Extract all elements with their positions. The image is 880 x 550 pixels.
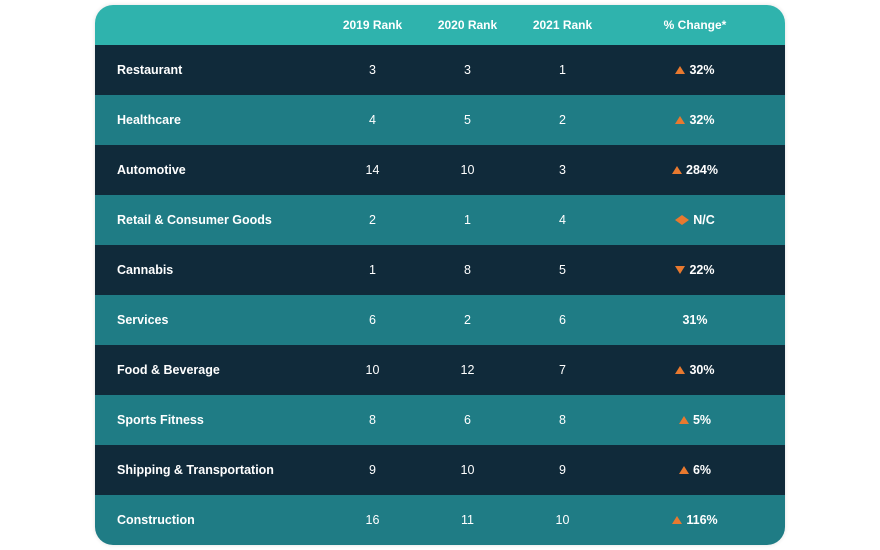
cell-change: 32%	[610, 63, 780, 77]
table-body: Restaurant33132%Healthcare45232%Automoti…	[95, 45, 785, 545]
table-row: Cannabis185 22%	[95, 245, 785, 295]
cell-2020-rank: 8	[420, 263, 515, 277]
cell-2020-rank: 2	[420, 313, 515, 327]
cell-2020-rank: 10	[420, 463, 515, 477]
cell-2019-rank: 14	[325, 163, 420, 177]
change-value: 30%	[689, 363, 714, 377]
arrow-up-icon	[675, 116, 685, 124]
cell-change: 284%	[610, 163, 780, 177]
cell-category: Cannabis	[95, 263, 325, 277]
change-wrap: 22%	[665, 263, 725, 277]
arrow-down-icon	[675, 266, 685, 274]
table-row: Sports Fitness8685%	[95, 395, 785, 445]
table-row: Services62631%	[95, 295, 785, 345]
cell-2019-rank: 10	[325, 363, 420, 377]
cell-2021-rank: 1	[515, 63, 610, 77]
change-wrap: N/C	[665, 213, 725, 227]
cell-2020-rank: 11	[420, 513, 515, 527]
cell-2020-rank: 3	[420, 63, 515, 77]
cell-2020-rank: 5	[420, 113, 515, 127]
cell-2019-rank: 16	[325, 513, 420, 527]
change-value: 116%	[686, 513, 717, 527]
table-row: Restaurant33132%	[95, 45, 785, 95]
arrow-up-icon	[679, 466, 689, 474]
cell-category: Retail & Consumer Goods	[95, 213, 325, 227]
change-wrap: 32%	[665, 113, 725, 127]
change-value: 284%	[686, 163, 718, 177]
change-wrap: 116%	[665, 513, 725, 527]
cell-2019-rank: 1	[325, 263, 420, 277]
cell-change: N/C	[610, 213, 780, 228]
cell-2021-rank: 3	[515, 163, 610, 177]
cell-2019-rank: 2	[325, 213, 420, 227]
cell-category: Restaurant	[95, 63, 325, 77]
header-2019: 2019 Rank	[325, 18, 420, 32]
cell-2021-rank: 4	[515, 213, 610, 227]
cell-2021-rank: 7	[515, 363, 610, 377]
change-value: 32%	[689, 113, 714, 127]
cell-change: 31%	[610, 313, 780, 327]
table-row: Construction161110 116%	[95, 495, 785, 545]
header-2021: 2021 Rank	[515, 18, 610, 32]
cell-change: 5%	[610, 413, 780, 427]
rank-table: 2019 Rank 2020 Rank 2021 Rank % Change* …	[95, 5, 785, 545]
arrow-up-icon	[675, 66, 685, 74]
cell-2021-rank: 2	[515, 113, 610, 127]
cell-2020-rank: 6	[420, 413, 515, 427]
arrow-up-icon	[679, 416, 689, 424]
cell-category: Services	[95, 313, 325, 327]
cell-change: 30%	[610, 363, 780, 377]
cell-2021-rank: 10	[515, 513, 610, 527]
cell-category: Food & Beverage	[95, 363, 325, 377]
table-header-row: 2019 Rank 2020 Rank 2021 Rank % Change*	[95, 5, 785, 45]
change-value: 22%	[689, 263, 714, 277]
change-wrap: 5%	[665, 413, 725, 427]
change-value: N/C	[693, 213, 715, 227]
cell-2021-rank: 8	[515, 413, 610, 427]
cell-2019-rank: 4	[325, 113, 420, 127]
cell-2021-rank: 6	[515, 313, 610, 327]
cell-change: 116%	[610, 513, 780, 527]
change-wrap: 32%	[665, 63, 725, 77]
change-value: 5%	[693, 413, 711, 427]
cell-2019-rank: 9	[325, 463, 420, 477]
table-row: Automotive14103 284%	[95, 145, 785, 195]
arrow-up-icon	[672, 516, 682, 524]
cell-change: 6%	[610, 463, 780, 477]
cell-2021-rank: 5	[515, 263, 610, 277]
cell-2020-rank: 10	[420, 163, 515, 177]
cell-change: 22%	[610, 263, 780, 277]
change-wrap: 284%	[665, 163, 725, 177]
header-2020: 2020 Rank	[420, 18, 515, 32]
change-wrap: 31%	[665, 313, 725, 327]
cell-category: Sports Fitness	[95, 413, 325, 427]
cell-change: 32%	[610, 113, 780, 127]
change-value: 32%	[689, 63, 714, 77]
table-row: Retail & Consumer Goods214 N/C	[95, 195, 785, 245]
change-value: 6%	[693, 463, 711, 477]
table-row: Food & Beverage10127 30%	[95, 345, 785, 395]
table-row: Healthcare452 32%	[95, 95, 785, 145]
cell-2019-rank: 8	[325, 413, 420, 427]
arrow-up-icon	[672, 166, 682, 174]
cell-category: Automotive	[95, 163, 325, 177]
change-value: 31%	[682, 313, 707, 327]
cell-category: Healthcare	[95, 113, 325, 127]
cell-2019-rank: 6	[325, 313, 420, 327]
cell-category: Construction	[95, 513, 325, 527]
table-row: Shipping & Transportation91096%	[95, 445, 785, 495]
cell-2020-rank: 1	[420, 213, 515, 227]
arrow-flat-icon	[675, 215, 689, 225]
change-wrap: 30%	[665, 363, 725, 377]
cell-category: Shipping & Transportation	[95, 463, 325, 477]
cell-2021-rank: 9	[515, 463, 610, 477]
change-wrap: 6%	[665, 463, 725, 477]
cell-2020-rank: 12	[420, 363, 515, 377]
cell-2019-rank: 3	[325, 63, 420, 77]
header-change: % Change*	[610, 18, 780, 32]
arrow-up-icon	[675, 366, 685, 374]
